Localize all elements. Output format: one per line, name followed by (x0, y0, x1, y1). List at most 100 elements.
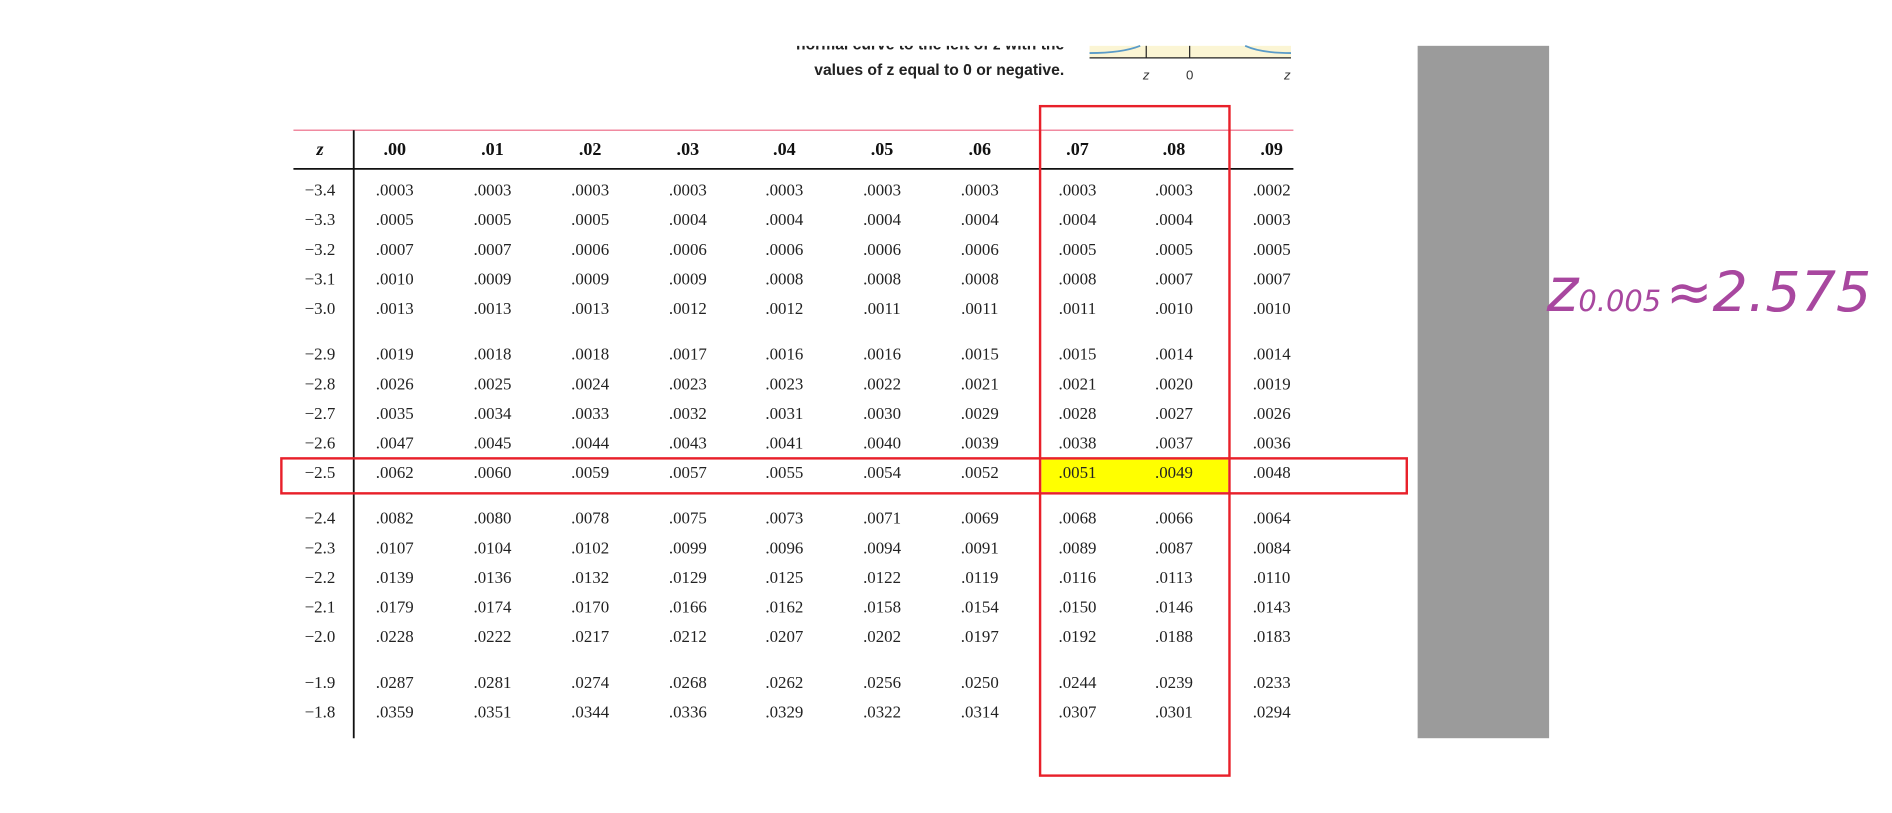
probability-cell: .0336 (669, 702, 707, 721)
probability-cell: .0031 (765, 404, 803, 423)
probability-cell: .0008 (1058, 269, 1096, 288)
probability-cell: .0023 (765, 374, 803, 393)
probability-cell: .0006 (863, 240, 901, 259)
probability-cell: .0125 (765, 568, 803, 587)
probability-cell: .0089 (1058, 538, 1096, 557)
probability-cell: .0025 (473, 374, 511, 393)
probability-cell: .0060 (473, 463, 511, 482)
probability-cell: .0002 (1253, 181, 1291, 200)
probability-cell: .0023 (669, 374, 707, 393)
probability-cell: .0136 (473, 568, 511, 587)
z-value: −2.5 (305, 463, 336, 482)
probability-cell: .0233 (1253, 673, 1291, 692)
caption-line: normal curve to the left of z with the (796, 36, 1064, 53)
probability-cell: .0150 (1058, 597, 1096, 616)
column-header: .03 (677, 139, 700, 159)
probability-cell: .0039 (961, 433, 999, 452)
probability-cell: .0107 (376, 538, 414, 557)
z-value: −2.0 (305, 627, 336, 646)
probability-cell: .0287 (376, 673, 414, 692)
probability-cell: .0094 (863, 538, 902, 557)
probability-cell: .0006 (961, 240, 999, 259)
z-value: −2.3 (305, 538, 336, 557)
probability-cell: .0154 (961, 597, 1000, 616)
probability-cell: .0129 (669, 568, 707, 587)
note-symbol: z (1546, 256, 1580, 326)
probability-cell: .0217 (571, 627, 609, 646)
probability-cell: .0314 (961, 702, 1000, 721)
column-header: .04 (773, 139, 796, 159)
probability-cell: .0038 (1058, 433, 1096, 452)
row-box (280, 457, 1408, 495)
side-panel (1417, 45, 1550, 739)
probability-cell: .0244 (1058, 673, 1097, 692)
graph-label: 0 (1186, 68, 1193, 83)
probability-cell: .0055 (765, 463, 803, 482)
probability-cell: .0003 (765, 181, 803, 200)
probability-cell: .0004 (765, 210, 804, 229)
probability-cell: .0322 (863, 702, 901, 721)
probability-cell: .0202 (863, 627, 901, 646)
column-header: .05 (871, 139, 894, 159)
z-value: −2.4 (305, 509, 336, 528)
probability-cell: .0012 (669, 299, 707, 318)
probability-cell: .0179 (376, 597, 414, 616)
probability-cell: .0040 (863, 433, 901, 452)
probability-cell: .0005 (1253, 240, 1291, 259)
z-value: −1.9 (305, 673, 336, 692)
probability-cell: .0228 (376, 627, 414, 646)
probability-cell: .0071 (863, 509, 901, 528)
z-value: −3.4 (305, 181, 336, 200)
probability-cell: .0006 (765, 240, 803, 259)
probability-cell: .0003 (473, 181, 511, 200)
probability-cell: .0192 (1058, 627, 1096, 646)
probability-cell: .0012 (765, 299, 803, 318)
probability-cell: .0019 (1253, 374, 1291, 393)
probability-cell: .0268 (669, 673, 707, 692)
probability-cell: .0102 (571, 538, 609, 557)
probability-cell: .0274 (571, 673, 610, 692)
probability-cell: .0003 (1155, 181, 1193, 200)
z-value: −3.2 (305, 240, 336, 259)
probability-cell: .0212 (669, 627, 707, 646)
probability-cell: .0026 (376, 374, 414, 393)
column-header: .07 (1066, 139, 1089, 159)
probability-cell: .0082 (376, 509, 414, 528)
probability-cell: .0004 (669, 210, 708, 229)
probability-cell: .0307 (1058, 702, 1096, 721)
probability-cell: .0003 (1253, 210, 1291, 229)
probability-cell: .0017 (669, 345, 707, 364)
column-header: .08 (1163, 139, 1186, 159)
probability-cell: .0054 (863, 463, 902, 482)
probability-cell: .0009 (473, 269, 511, 288)
probability-cell: .0011 (1059, 299, 1096, 318)
z-value: −1.8 (305, 702, 336, 721)
probability-cell: .0013 (473, 299, 511, 318)
probability-cell: .0026 (1253, 404, 1291, 423)
z-value: −2.2 (305, 568, 336, 587)
column-header: .06 (968, 139, 991, 159)
column-header: z (315, 139, 323, 159)
probability-cell: .0166 (669, 597, 707, 616)
z-value: −2.6 (305, 433, 336, 452)
probability-cell: .0009 (571, 269, 609, 288)
probability-cell: .0250 (961, 673, 999, 692)
probability-cell: .0007 (1155, 269, 1193, 288)
probability-cell: .0059 (571, 463, 609, 482)
probability-cell: .0036 (1253, 433, 1291, 452)
probability-cell: .0037 (1155, 433, 1193, 452)
probability-cell: .0018 (571, 345, 609, 364)
probability-cell: .0344 (571, 702, 610, 721)
probability-cell: .0084 (1253, 538, 1292, 557)
z-table: z .00 .01 .02 .03 .04 .05 .06 .07 .08 .09 −3.4 .0003… (305, 139, 1292, 721)
probability-cell: .0010 (1155, 299, 1193, 318)
probability-cell: .0007 (473, 240, 511, 259)
probability-cell: .0016 (863, 345, 901, 364)
probability-cell: .0080 (473, 509, 511, 528)
probability-cell: .0021 (961, 374, 999, 393)
probability-cell: .0003 (571, 181, 609, 200)
probability-cell: .0004 (1058, 210, 1097, 229)
probability-cell: .0078 (571, 509, 609, 528)
probability-cell: .0262 (765, 673, 803, 692)
